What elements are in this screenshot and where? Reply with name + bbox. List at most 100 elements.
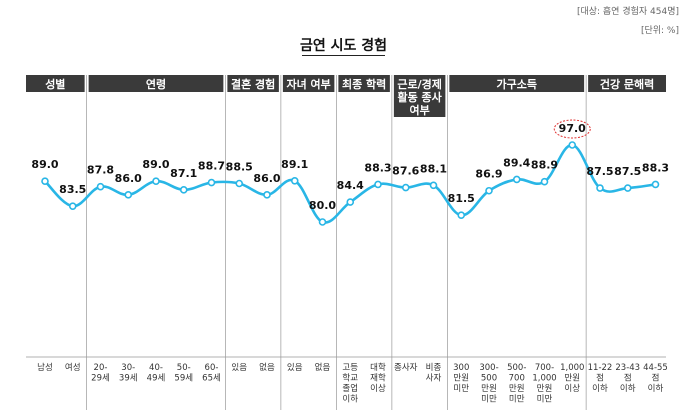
data-point (124, 191, 133, 199)
data-point (568, 141, 577, 149)
data-label: 86.9 (475, 168, 502, 181)
x-tick-label: 미만 (481, 395, 497, 405)
data-point (179, 186, 188, 194)
x-tick-label: 여성 (65, 362, 81, 373)
group-header-label: 활동 종사 (397, 90, 442, 104)
x-tick-label: 점 (596, 373, 604, 384)
x-tick-label: 대학 (370, 362, 386, 373)
x-tick-label: 만원 (453, 374, 469, 384)
group-header (88, 75, 224, 92)
group-header (282, 75, 335, 92)
data-label: 88.3 (364, 161, 391, 174)
data-label: 97.0 (559, 122, 586, 135)
group-header-label: 성별 (45, 77, 65, 91)
x-tick-label: 남성 (37, 363, 53, 373)
data-label: 88.9 (531, 159, 558, 172)
x-tick-label: 사자 (426, 374, 442, 384)
data-label: 89.0 (142, 158, 169, 171)
x-tick-label: 만원 (481, 384, 497, 394)
data-point (346, 198, 355, 206)
x-tick-label: 졸업 (342, 384, 358, 394)
x-tick-label: 11-22 (588, 363, 613, 373)
x-tick-label: 점 (624, 373, 632, 384)
group-header-label: 연령 (146, 77, 166, 91)
data-point (207, 178, 216, 187)
x-tick-label: 59세 (174, 374, 193, 384)
group-header (588, 75, 666, 92)
x-tick-label: 30- (121, 363, 135, 373)
group-header-label: 건강 문해력 (600, 77, 654, 91)
data-point (96, 182, 105, 191)
x-tick-label: 미만 (453, 384, 469, 394)
x-tick-label: 비종 (426, 363, 442, 373)
data-label: 86.0 (253, 172, 280, 185)
data-label: 86.0 (115, 172, 142, 185)
x-tick-label: 이하 (620, 383, 636, 394)
x-tick-label: 23-43 (615, 363, 640, 373)
group-header-label: 자녀 여부 (286, 77, 330, 91)
data-label: 88.1 (420, 162, 447, 175)
data-label: 87.1 (170, 167, 197, 180)
x-tick-label: 종사자 (394, 363, 418, 373)
data-label: 83.5 (59, 183, 86, 196)
x-tick-label: 이상 (564, 383, 580, 394)
data-label: 87.5 (586, 165, 613, 178)
x-tick-label: 40- (149, 363, 163, 373)
group-header-label: 최종 학력 (342, 77, 386, 91)
x-tick-label: 49세 (147, 374, 166, 384)
data-point (263, 191, 271, 199)
x-tick-label: 있음 (231, 362, 247, 373)
x-tick-label: 500 (481, 374, 497, 384)
data-point (41, 177, 49, 186)
data-label: 87.8 (87, 164, 114, 177)
data-point (290, 176, 299, 185)
x-tick-label: 700- (535, 363, 554, 373)
x-tick-label: 300- (479, 363, 498, 373)
data-point (429, 181, 438, 190)
group-header (338, 75, 390, 92)
data-label: 89.4 (503, 156, 530, 169)
x-tick-label: 500- (507, 363, 526, 373)
x-tick-label: 만원 (564, 374, 580, 384)
data-point (374, 180, 382, 189)
sample-note: [대상: 흡연 경험자 454명] (576, 7, 679, 17)
group-header-label: 결혼 경험 (231, 77, 275, 91)
x-tick-label: 1,000 (560, 363, 584, 373)
group-header (26, 75, 85, 92)
x-tick-label: 60- (205, 363, 219, 373)
data-point (512, 175, 521, 184)
group-header-label: 여부 (410, 103, 430, 117)
x-tick-label: 고등 (342, 363, 358, 373)
data-label: 80.0 (309, 199, 336, 212)
group-header (393, 75, 446, 117)
x-tick-label: 이하 (648, 383, 664, 394)
x-tick-label: 만원 (509, 384, 525, 394)
x-tick-label: 700 (509, 374, 525, 384)
x-tick-label: 20- (94, 363, 108, 373)
group-header (227, 75, 279, 92)
group-header (449, 75, 585, 92)
data-point (235, 179, 244, 188)
highlight-circle (553, 119, 591, 139)
x-tick-label: 미만 (509, 395, 525, 405)
data-label: 88.7 (198, 160, 225, 173)
group-header-label: 근로/경제 (397, 77, 442, 91)
x-tick-label: 있음 (287, 362, 303, 373)
data-label: 87.5 (614, 165, 641, 178)
data-label: 84.4 (337, 179, 364, 192)
x-tick-label: 50- (177, 363, 191, 373)
x-tick-label: 미만 (537, 395, 553, 405)
data-point (596, 184, 604, 192)
data-point (457, 211, 466, 220)
x-tick-label: 만원 (537, 384, 553, 394)
x-tick-label: 재학 (370, 373, 386, 384)
chart-title: 금연 시도 경험 (299, 38, 388, 54)
x-tick-label: 없음 (259, 363, 275, 373)
data-point (152, 177, 160, 186)
x-tick-label: 29세 (91, 374, 110, 384)
x-tick-label: 39세 (119, 374, 138, 384)
data-point (485, 186, 493, 195)
data-point (651, 180, 660, 189)
data-label: 88.3 (642, 161, 669, 174)
data-label: 89.1 (281, 158, 308, 171)
